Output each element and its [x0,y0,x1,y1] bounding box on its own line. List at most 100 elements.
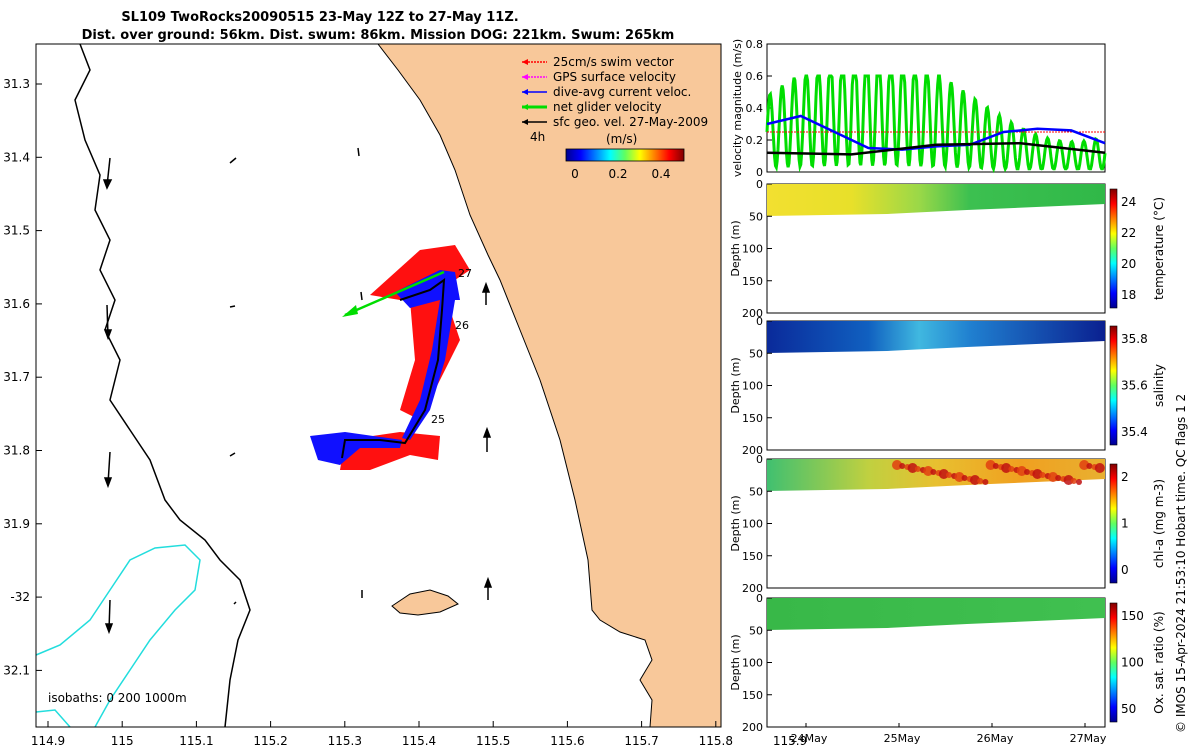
colorbar-label: salinity [1152,364,1166,407]
map-x-tick-label: 115.7 [624,734,658,748]
chl-sample [982,479,989,485]
depth-label: Depth (m) [729,220,742,276]
sfc-arrow [357,147,360,157]
chl-sample [1024,469,1030,475]
chl-sample [977,478,984,484]
section-colorbar [1109,463,1118,584]
day-label-26: 26 [455,319,469,332]
legend-arrowhead [522,104,528,110]
time-tick-label: 26May [977,732,1014,745]
depth-tick-label: 150 [742,689,763,702]
map-y-ticks: 31.3 31.4 31.5 31.6 31.7 31.8 31.9 -32 32.1 [3,77,42,677]
sfc-arrowhead [103,477,113,489]
vel-y-tick-label: 0.2 [746,134,764,147]
depth-tick-label: 0 [756,453,763,466]
legend-label: net glider velocity [553,100,661,114]
map-x-tick-label: 115.2 [253,734,287,748]
chl-sample [899,463,906,469]
chl-sample [1048,472,1058,482]
map-y-tick-label: 31.5 [3,224,30,238]
section-panel: 0 50 100 150 200 Depth (m) 50 100 150 Ox. sat. ra… [729,592,1166,734]
time-tick-label: 25May [884,732,921,745]
sfc-arrow [229,157,237,164]
colorbar-tick-label: 2 [1121,470,1129,484]
chl-sample [1079,460,1090,470]
chl-sample [1070,478,1077,484]
net-glider-velocity-arrow [342,270,445,317]
map-y-tick-label: 31.9 [3,517,30,531]
section-data-band [767,598,1105,630]
colorbar-tick-label: 0 [1121,563,1129,577]
chl-sample [1086,463,1093,469]
sfc-arrowhead [482,426,492,438]
map-axes [35,43,722,728]
island [391,589,459,616]
depth-label: Depth (m) [729,495,742,551]
section-data-band [767,321,1105,353]
colorbar-tick-label: 1 [1121,517,1129,531]
depth-tick-label: 200 [742,307,763,320]
colorbar-tick-label: 20 [1121,257,1136,271]
day-label-25: 25 [431,413,445,426]
chl-sample [1063,475,1074,485]
scale-label: 4h [530,130,545,144]
chl-sample [930,469,937,475]
velocity-series [766,141,1106,156]
vel-y-tick-label: 0.8 [746,38,764,51]
chl-sample [954,472,965,482]
land-area [376,43,722,728]
chl-sample [992,463,999,469]
legend-arrowhead [522,74,528,80]
depth-label: Depth (m) [729,357,742,413]
chl-sample [1008,466,1015,472]
sfc-arrow [229,305,236,308]
chl-sample [923,466,934,476]
speed-colorbar [565,148,685,162]
colorbar-label: Ox. sat. ratio (%) [1152,611,1166,713]
sfc-arrow [360,291,363,301]
chl-sample [1016,466,1027,476]
sfc-arrowhead [483,576,493,588]
glider-track [341,277,446,459]
chl-sample [985,460,996,470]
legend-arrowhead [522,119,528,125]
chl-sample [1076,479,1082,485]
chl-sample [1055,475,1062,481]
current-vectors-middle [402,300,455,440]
legend-label: dive-avg current veloc. [553,85,691,99]
depth-tick-label: 100 [742,380,763,393]
sfc-arrow [233,601,237,605]
colorbar-label: chl-a (mg m-3) [1152,479,1166,568]
map-x-tick-label: 115.8 [699,734,733,748]
vel-y-tick-label: 0 [756,166,763,179]
section-panel: 0 50 100 150 200 Depth (m) 35.4 35.6 35.8 salinit… [729,315,1166,457]
depth-tick-label: 150 [742,275,763,288]
depth-tick-label: 100 [742,243,763,256]
colorbar-label: temperature (°C) [1152,197,1166,300]
colorbar-tick-label: 35.4 [1121,425,1148,439]
depth-tick-label: 200 [742,721,763,734]
shelf-contour [74,43,251,728]
section-colorbar [1109,602,1118,723]
chl-sample [1039,472,1046,478]
depth-tick-label: 100 [742,657,763,670]
colorbar-tick-label: 50 [1121,702,1136,716]
section-panel: 0 50 100 150 200 Depth (m) 18 20 22 24 temperature… [729,178,1166,320]
section-colorbar [1109,325,1118,446]
depth-tick-label: 50 [749,485,763,498]
series-net-velocity [765,74,1107,174]
map-x-tick-label: 115.3 [328,734,362,748]
colorbar-tick-label: 24 [1121,195,1136,209]
velocity-series [766,114,1106,151]
colorbar-tick: 0.4 [651,167,670,181]
colorbar-tick-label: 35.6 [1121,379,1148,393]
title-line-2: Dist. over ground: 56km. Dist. swum: 86k… [82,28,675,43]
footer-credit: © IMOS 15-Apr-2024 21:53:10 Hobart time.… [1174,394,1188,733]
sfc-arrowhead [103,329,113,341]
chl-sample [946,472,952,478]
legend-arrowhead [522,59,528,65]
legend-label: 25cm/s swim vector [553,55,674,69]
